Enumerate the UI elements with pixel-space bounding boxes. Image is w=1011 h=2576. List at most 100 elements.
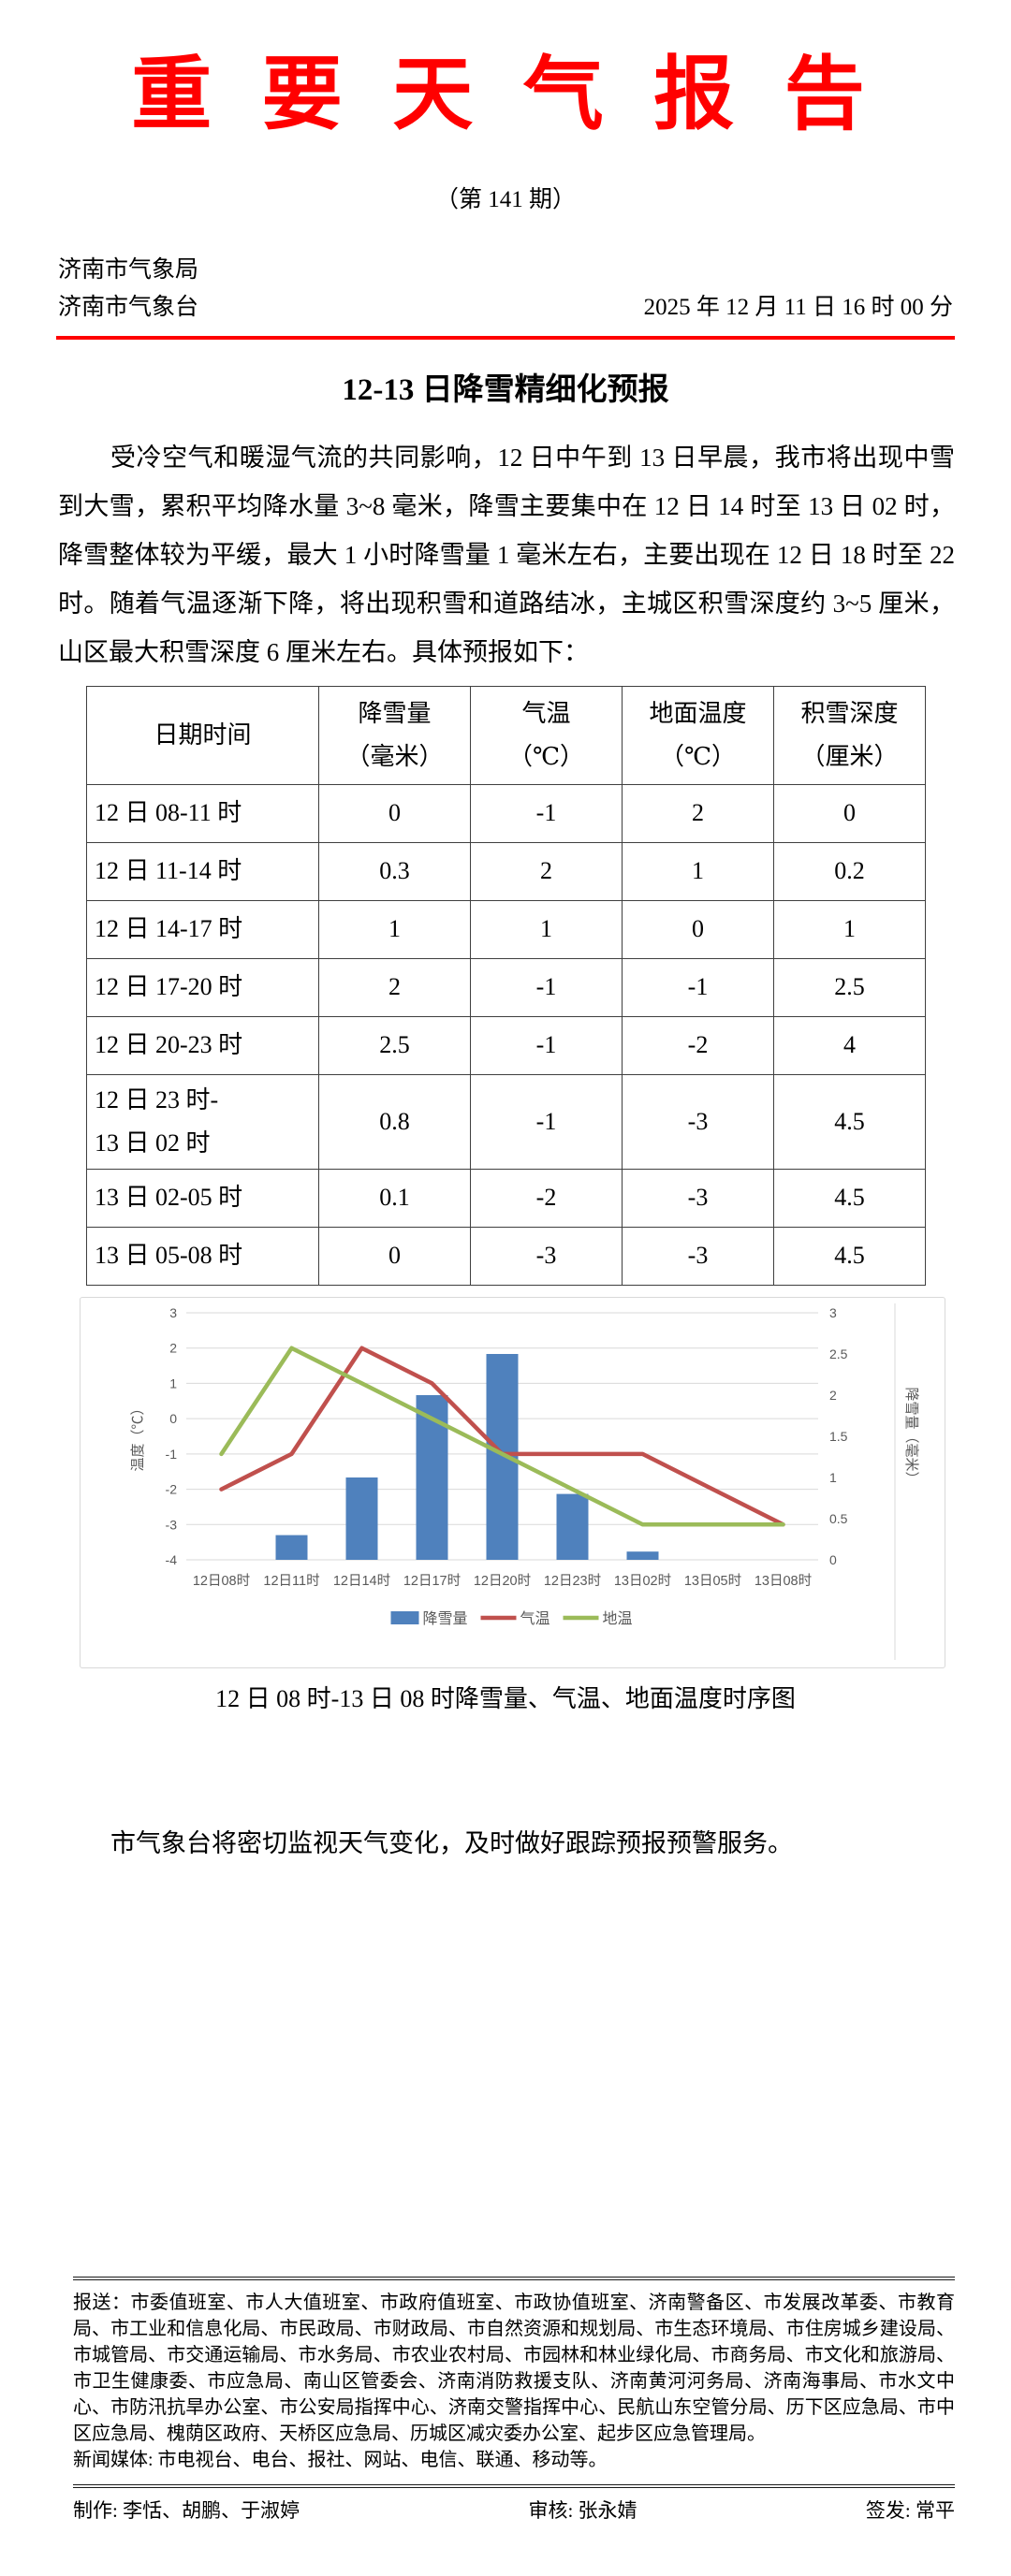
table-cell: 1 xyxy=(773,899,926,959)
table-header-cell: 地面温度 （℃） xyxy=(622,685,774,785)
table-cell: -1 xyxy=(470,957,623,1017)
chart-caption: 12 日 08 时-13 日 08 时降雪量、气温、地面温度时序图 xyxy=(215,1684,796,1712)
table-row: 12 日 17-20 时 2 -1 -1 2.5 xyxy=(86,957,926,1017)
red-divider xyxy=(56,335,955,340)
table-cell: 12 日 23 时- 13 日 02 时 xyxy=(86,1073,319,1170)
table-cell: -3 xyxy=(470,1226,623,1286)
svg-text:-4: -4 xyxy=(166,1552,178,1567)
table-cell: 4 xyxy=(773,1015,926,1075)
table-cell: 0 xyxy=(318,1226,471,1286)
table-cell: -1 xyxy=(470,1073,623,1170)
svg-text:3: 3 xyxy=(169,1305,177,1320)
snowfall-bars xyxy=(275,1353,659,1560)
table-header-cell: 积雪深度 （厘米） xyxy=(773,685,926,785)
svg-text:13日05时: 13日05时 xyxy=(684,1573,741,1589)
issue-datetime: 2025 年 12 月 11 日 16 时 00 分 xyxy=(643,294,953,320)
chart-canvas: 3 2 1 0 -1 -2 -3 -4 3 2.5 2 1.5 1 0.5 0 12日08时 12日11时 12日… xyxy=(81,1298,945,1666)
table-cell: -3 xyxy=(622,1073,774,1170)
reviewed-by: 审核: 张永婧 xyxy=(528,2499,637,2522)
bureau-date-row: 济南市气象台 2025 年 12 月 11 日 16 时 00 分 xyxy=(58,289,953,327)
table-cell: 1 xyxy=(622,841,774,901)
svg-text:地温: 地温 xyxy=(603,1610,633,1627)
svg-text:1: 1 xyxy=(829,1470,837,1485)
table-row: 12 日 20-23 时 2.5 -1 -2 4 xyxy=(86,1015,926,1075)
issue-number: （第 141 期） xyxy=(434,186,576,212)
table-header-cell: 日期时间 xyxy=(86,685,319,785)
table-cell: 12 日 11-14 时 xyxy=(86,841,319,901)
svg-text:0: 0 xyxy=(169,1411,177,1426)
table-cell: -2 xyxy=(470,1168,623,1228)
table-cell: 0 xyxy=(773,783,926,843)
table-cell: 13 日 05-08 时 xyxy=(86,1226,319,1286)
table-cell: 0 xyxy=(622,899,774,959)
table-cell: 1 xyxy=(470,899,623,959)
svg-text:12日17时: 12日17时 xyxy=(403,1573,461,1589)
table-cell: 12 日 20-23 时 xyxy=(86,1015,319,1075)
report-title: 重 要 天 气 报 告 xyxy=(131,50,880,139)
table-cell: -1 xyxy=(470,1015,623,1075)
svg-text:降雪量（毫米）: 降雪量（毫米） xyxy=(903,1387,920,1485)
svg-text:0: 0 xyxy=(829,1552,837,1567)
svg-text:13日02时: 13日02时 xyxy=(614,1573,671,1589)
table-row: 13 日 02-05 时 0.1 -2 -3 4.5 xyxy=(86,1168,926,1228)
svg-text:气温: 气温 xyxy=(520,1610,550,1627)
forecast-table: 日期时间 降雪量 （毫米） 气温 （℃） 地面温度 （℃） 积雪深度 （厘米） 12 日… xyxy=(86,685,926,1286)
table-row: 12 日 11-14 时 0.3 2 1 0.2 xyxy=(86,841,926,901)
table-cell: 12 日 08-11 时 xyxy=(86,783,319,843)
forecast-table-body: 12 日 08-11 时 0 -1 2 0 12 日 11-14 时 0.3 2 1 0.2 12 … xyxy=(86,783,926,1286)
table-cell: 12 日 17-20 时 xyxy=(86,957,319,1017)
issued-by: 签发: 常平 xyxy=(865,2499,955,2522)
svg-text:2: 2 xyxy=(169,1340,177,1355)
forecast-table-head: 日期时间 降雪量 （毫米） 气温 （℃） 地面温度 （℃） 积雪深度 （厘米） xyxy=(86,685,926,785)
chart-svg: 3 2 1 0 -1 -2 -3 -4 3 2.5 2 1.5 1 0.5 0 12日08时 12日11时 12日… xyxy=(130,1303,920,1660)
table-cell: 4.5 xyxy=(773,1168,926,1228)
svg-text:温度（℃）: 温度（℃） xyxy=(130,1401,146,1471)
地温-line xyxy=(219,1346,785,1527)
table-cell: 4.5 xyxy=(773,1226,926,1286)
bureau-block: 济南市气象局 济南市气象台 2025 年 12 月 11 日 16 时 00 分 xyxy=(58,252,953,327)
footer-divider-top xyxy=(73,2277,955,2280)
table-cell: -3 xyxy=(622,1226,774,1286)
svg-text:12日20时: 12日20时 xyxy=(474,1573,531,1589)
svg-text:1.5: 1.5 xyxy=(829,1429,848,1444)
table-cell: 2 xyxy=(318,957,471,1017)
table-cell: 4.5 xyxy=(773,1073,926,1170)
media-list: 新闻媒体: 市电视台、电台、报社、网站、电信、联通、移动等。 xyxy=(73,2450,608,2470)
svg-text:1: 1 xyxy=(169,1375,177,1390)
bureau-name-2: 济南市气象台 xyxy=(58,294,199,320)
forecast-paragraph: 受冷空气和暖湿气流的共同影响，12 日中午到 13 日早晨，我市将出现中雪到大雪… xyxy=(58,443,955,666)
svg-text:降雪量: 降雪量 xyxy=(423,1610,468,1627)
closing-paragraph: 市气象台将密切监视天气变化，及时做好跟踪预报预警服务。 xyxy=(110,1828,793,1857)
table-header-cell: 降雪量 （毫米） xyxy=(318,685,471,785)
table-cell: 1 xyxy=(318,899,471,959)
table-cell: 2.5 xyxy=(318,1015,471,1075)
table-header-cell: 气温 （℃） xyxy=(470,685,623,785)
table-cell: 2 xyxy=(622,783,774,843)
svg-text:0.5: 0.5 xyxy=(829,1511,848,1526)
table-cell: 13 日 02-05 时 xyxy=(86,1168,319,1228)
production-row: 制作: 李恬、胡鹏、于淑婷 审核: 张永婧 签发: 常平 xyxy=(73,2488,955,2524)
svg-text:12日08时: 12日08时 xyxy=(193,1573,250,1589)
table-cell: -3 xyxy=(622,1168,774,1228)
table-cell: -1 xyxy=(622,957,774,1017)
table-row: 12 日 08-11 时 0 -1 2 0 xyxy=(86,783,926,843)
table-row: 12 日 23 时- 13 日 02 时 0.8 -1 -3 4.5 xyxy=(86,1073,926,1170)
svg-text:2.5: 2.5 xyxy=(829,1346,848,1361)
forecast-title: 12-13 日降雪精细化预报 xyxy=(342,372,669,407)
svg-text:12日11时: 12日11时 xyxy=(263,1573,319,1589)
table-cell: 0 xyxy=(318,783,471,843)
table-cell: 0.8 xyxy=(318,1073,471,1170)
svg-text:12日14时: 12日14时 xyxy=(333,1573,390,1589)
footer-divider-bottom xyxy=(73,2484,955,2488)
table-cell: 12 日 14-17 时 xyxy=(86,899,319,959)
svg-text:-2: -2 xyxy=(166,1481,178,1496)
table-cell: 2 xyxy=(470,841,623,901)
chart-legend: 降雪量 气温 地温 xyxy=(390,1610,633,1627)
svg-text:-1: -1 xyxy=(166,1446,178,1461)
table-cell: 2.5 xyxy=(773,957,926,1017)
svg-text:13日08时: 13日08时 xyxy=(755,1573,812,1589)
produced-by: 制作: 李恬、胡鹏、于淑婷 xyxy=(73,2499,300,2522)
svg-text:3: 3 xyxy=(829,1305,837,1320)
